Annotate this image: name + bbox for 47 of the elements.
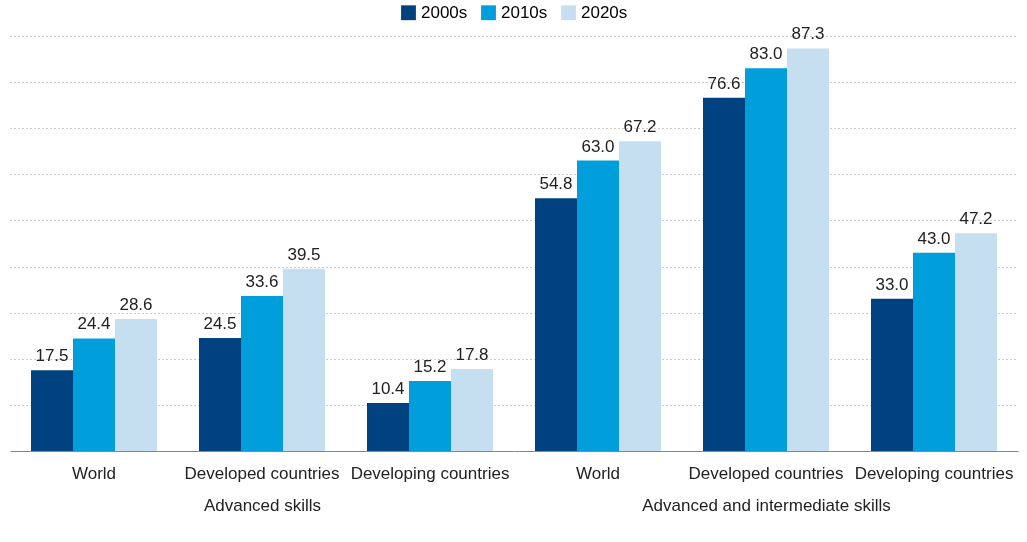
bar [31, 370, 73, 451]
bar [73, 338, 115, 451]
data-label: 83.0 [749, 44, 783, 64]
data-label: 17.5 [35, 346, 69, 366]
data-label: 33.0 [875, 274, 909, 294]
bar [703, 97, 745, 451]
x-tick-label: Developing countries [350, 463, 510, 483]
bar [241, 296, 283, 451]
data-label: 33.6 [245, 272, 279, 292]
data-label: 43.0 [917, 228, 951, 248]
bar [283, 268, 325, 451]
x-tick-label: Developed countries [184, 463, 340, 483]
data-label: 28.6 [119, 295, 153, 315]
data-label: 54.8 [539, 174, 573, 194]
bar [745, 68, 787, 451]
data-label: 39.5 [287, 244, 321, 264]
bar [787, 48, 829, 451]
x-tick-label: World [575, 463, 621, 483]
data-label: 10.4 [371, 379, 405, 399]
bar [577, 160, 619, 451]
data-label: 76.6 [707, 73, 741, 93]
data-label: 67.2 [623, 117, 657, 137]
bar [409, 380, 451, 451]
bar [619, 141, 661, 451]
data-label: 24.5 [203, 314, 237, 334]
data-label: 63.0 [581, 136, 615, 156]
x-tick-label: World [71, 463, 117, 483]
data-label: 17.8 [455, 344, 489, 364]
data-label: 87.3 [791, 24, 825, 44]
bar [115, 319, 157, 451]
data-label: 24.4 [77, 314, 111, 334]
bar [535, 198, 577, 451]
bar [871, 298, 913, 451]
legend-label: 2020s [581, 2, 628, 22]
data-label: 15.2 [413, 356, 447, 376]
x-axis-title: Advanced skills [203, 495, 322, 515]
legend-label: 2000s [421, 2, 468, 22]
x-tick-label: Developed countries [688, 463, 844, 483]
bar [367, 403, 409, 451]
x-tick-label: Developing countries [854, 463, 1014, 483]
bar [913, 252, 955, 451]
bar [955, 233, 997, 451]
x-axis-title: Advanced and intermediate skills [642, 495, 891, 515]
bar [199, 338, 241, 451]
legend-label: 2010s [501, 2, 548, 22]
data-label: 47.2 [959, 209, 993, 229]
bar [451, 368, 493, 451]
